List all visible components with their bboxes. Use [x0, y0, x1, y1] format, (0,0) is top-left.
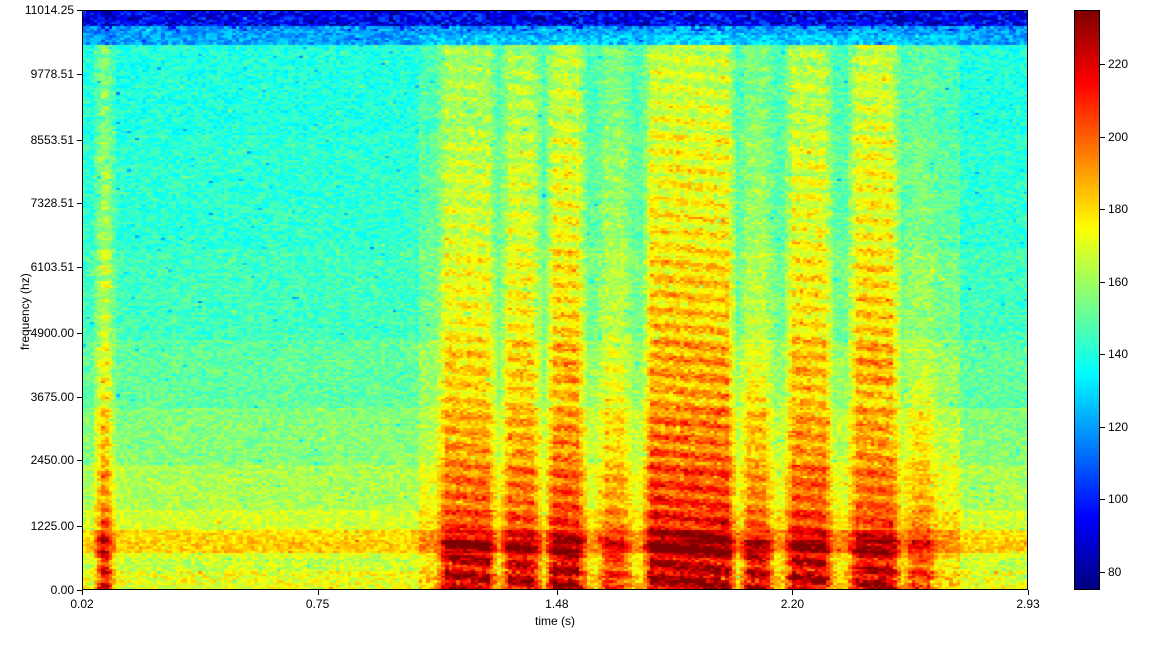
y-tick-label: 4900.00 [14, 326, 74, 340]
y-tick-mark [77, 10, 82, 11]
y-tick-mark [77, 333, 82, 334]
y-tick-label: 1225.00 [14, 519, 74, 533]
y-tick-label: 2450.00 [14, 453, 74, 467]
y-tick-mark [77, 74, 82, 75]
y-tick-mark [77, 590, 82, 591]
colorbar [1074, 10, 1100, 590]
x-tick-label: 0.75 [306, 597, 329, 611]
colorbar-tick-label: 160 [1108, 275, 1128, 289]
x-tick-label: 2.20 [781, 597, 804, 611]
y-tick-mark [77, 203, 82, 204]
x-tick-label: 0.02 [70, 597, 93, 611]
colorbar-canvas [1074, 10, 1100, 590]
y-tick-label: 0.00 [14, 583, 74, 597]
colorbar-tick-label: 180 [1108, 202, 1128, 216]
colorbar-tick-label: 140 [1108, 347, 1128, 361]
y-tick-label: 8553.51 [14, 133, 74, 147]
y-tick-label: 7328.51 [14, 196, 74, 210]
colorbar-tick-mark [1100, 427, 1105, 428]
colorbar-tick-label: 220 [1108, 57, 1128, 71]
y-tick-mark [77, 267, 82, 268]
colorbar-tick-label: 100 [1108, 492, 1128, 506]
colorbar-tick-label: 80 [1108, 565, 1121, 579]
x-tick-mark [557, 590, 558, 595]
colorbar-tick-label: 120 [1108, 420, 1128, 434]
spectrogram-heatmap [82, 10, 1028, 590]
colorbar-tick-mark [1100, 354, 1105, 355]
colorbar-tick-mark [1100, 64, 1105, 65]
spectrogram-figure: time (s) frequency (hz) 0.020.751.482.20… [0, 0, 1169, 645]
y-tick-mark [77, 397, 82, 398]
colorbar-tick-mark [1100, 137, 1105, 138]
x-axis-label: time (s) [515, 614, 595, 628]
heatmap-canvas [82, 10, 1028, 590]
x-tick-mark [318, 590, 319, 595]
x-tick-label: 2.93 [1016, 597, 1039, 611]
y-tick-label: 11014.25 [14, 3, 74, 17]
colorbar-tick-mark [1100, 572, 1105, 573]
x-tick-mark [82, 590, 83, 595]
y-tick-mark [77, 526, 82, 527]
x-tick-mark [792, 590, 793, 595]
colorbar-tick-mark [1100, 499, 1105, 500]
colorbar-tick-mark [1100, 209, 1105, 210]
x-tick-mark [1028, 590, 1029, 595]
y-tick-mark [77, 140, 82, 141]
colorbar-tick-mark [1100, 282, 1105, 283]
y-tick-label: 9778.51 [14, 67, 74, 81]
y-tick-label: 6103.51 [14, 260, 74, 274]
y-tick-label: 3675.00 [14, 390, 74, 404]
y-tick-mark [77, 460, 82, 461]
colorbar-tick-label: 200 [1108, 130, 1128, 144]
x-tick-label: 1.48 [545, 597, 568, 611]
